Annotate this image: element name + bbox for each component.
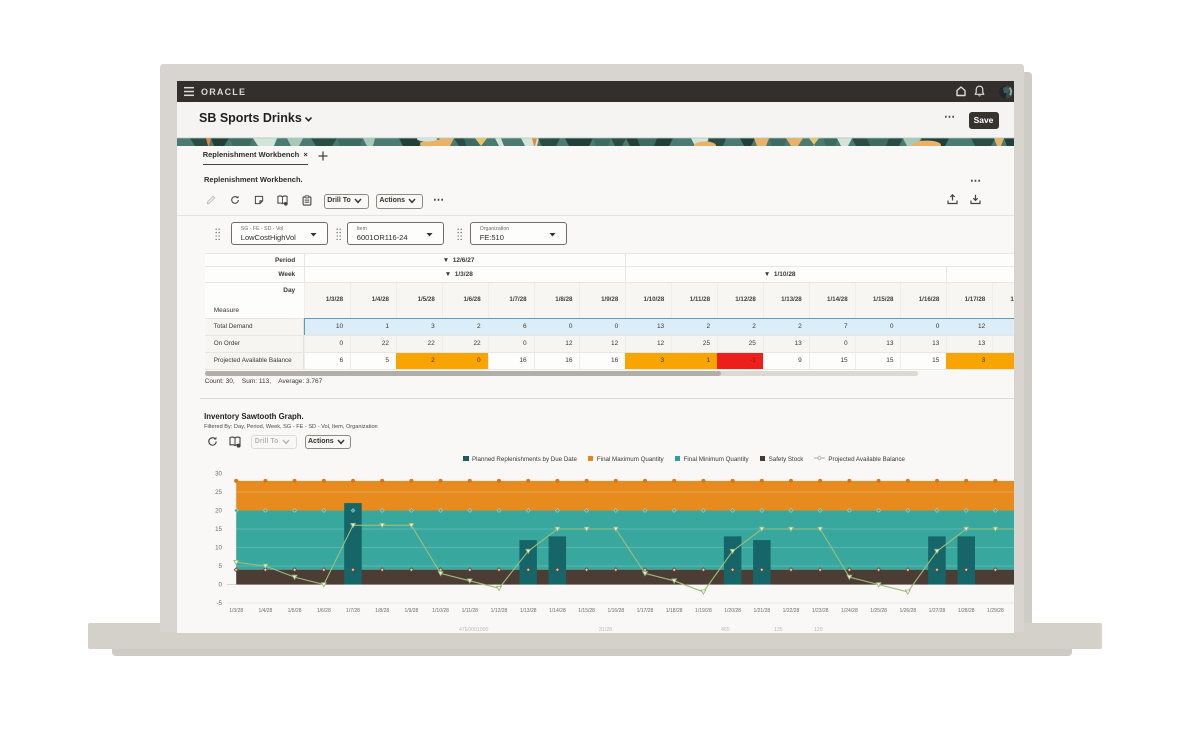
svg-text:1/21/28: 1/21/28 — [753, 608, 770, 614]
svg-text:1/17/28: 1/17/28 — [637, 608, 654, 614]
svg-text:1/3/28: 1/3/28 — [229, 608, 243, 614]
svg-text:1/16/28: 1/16/28 — [607, 608, 624, 614]
svg-text:-5: -5 — [216, 600, 222, 607]
svg-text:1/24/28: 1/24/28 — [841, 608, 858, 614]
svg-text:1/4/28: 1/4/28 — [258, 608, 272, 614]
svg-text:1/15/28: 1/15/28 — [578, 608, 595, 614]
svg-text:10: 10 — [215, 545, 222, 552]
svg-text:1/5/28: 1/5/28 — [288, 608, 302, 614]
svg-text:1/22/28: 1/22/28 — [783, 608, 800, 614]
svg-text:1/8/28: 1/8/28 — [375, 608, 389, 614]
svg-text:25: 25 — [215, 489, 222, 496]
svg-text:1/19/28: 1/19/28 — [695, 608, 712, 614]
svg-text:1/9/28: 1/9/28 — [404, 608, 418, 614]
svg-text:5: 5 — [219, 563, 223, 570]
svg-text:20: 20 — [215, 508, 222, 515]
svg-text:1/29/28: 1/29/28 — [987, 608, 1004, 614]
svg-text:1/11/28: 1/11/28 — [462, 608, 479, 614]
svg-text:1/18/28: 1/18/28 — [666, 608, 683, 614]
svg-text:1/23/28: 1/23/28 — [812, 608, 829, 614]
svg-text:1/27/28: 1/27/28 — [929, 608, 946, 614]
svg-text:1/25/28: 1/25/28 — [870, 608, 887, 614]
svg-text:1/7/28: 1/7/28 — [346, 608, 360, 614]
svg-text:1/26/28: 1/26/28 — [899, 608, 916, 614]
svg-text:1/14/28: 1/14/28 — [549, 608, 566, 614]
svg-text:1/28/28: 1/28/28 — [958, 608, 975, 614]
svg-text:1/6/28: 1/6/28 — [317, 608, 331, 614]
svg-text:1/12/28: 1/12/28 — [491, 608, 508, 614]
svg-text:30: 30 — [215, 471, 222, 478]
svg-text:1/20/28: 1/20/28 — [724, 608, 741, 614]
svg-text:1/13/28: 1/13/28 — [520, 608, 537, 614]
svg-text:0: 0 — [219, 582, 223, 589]
svg-text:15: 15 — [215, 526, 222, 533]
svg-text:1/10/28: 1/10/28 — [432, 608, 449, 614]
